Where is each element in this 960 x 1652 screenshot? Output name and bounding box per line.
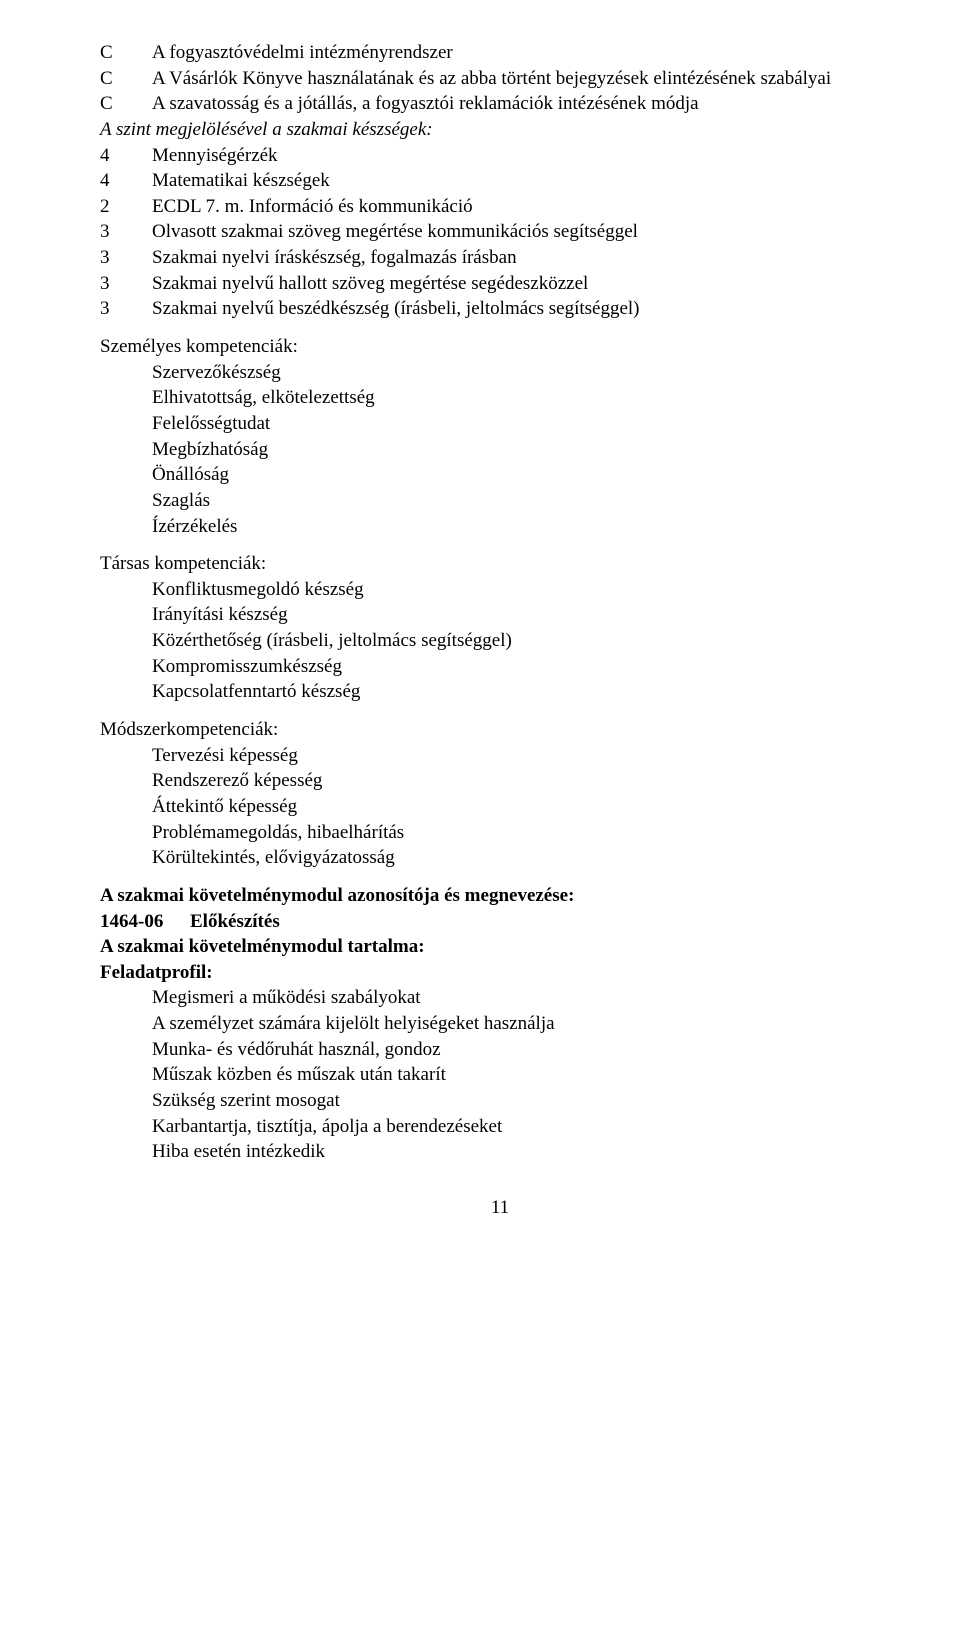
method-item: Tervezési képesség bbox=[100, 743, 900, 769]
skills-block: 4 Mennyiségérzék 4 Matematikai készségek… bbox=[100, 143, 900, 322]
personal-item: Önállóság bbox=[100, 462, 900, 488]
module-content-title: A szakmai követelménymodul tartalma: bbox=[100, 934, 900, 960]
feladat-item: Megismeri a működési szabályokat bbox=[100, 985, 900, 1011]
personal-item: Megbízhatóság bbox=[100, 437, 900, 463]
row-marker: 3 bbox=[100, 219, 152, 245]
row-marker: 2 bbox=[100, 194, 152, 220]
row-text: A fogyasztóvédelmi intézményrendszer bbox=[152, 40, 900, 66]
feladat-item: Műszak közben és műszak után takarít bbox=[100, 1062, 900, 1088]
skill-row: 3 Olvasott szakmai szöveg megértése komm… bbox=[100, 219, 900, 245]
personal-item: Elhivatottság, elkötelezettség bbox=[100, 385, 900, 411]
feladatprofil-title: Feladatprofil: bbox=[100, 960, 900, 986]
personal-item: Felelősségtudat bbox=[100, 411, 900, 437]
social-item: Konfliktusmegoldó készség bbox=[100, 577, 900, 603]
module-code: 1464-06 bbox=[100, 909, 190, 935]
top-row: C A Vásárlók Könyve használatának és az … bbox=[100, 66, 900, 92]
personal-item: Ízérzékelés bbox=[100, 514, 900, 540]
skill-row: 3 Szakmai nyelvű beszédkészség (írásbeli… bbox=[100, 296, 900, 322]
method-title: Módszerkompetenciák: bbox=[100, 717, 900, 743]
social-title: Társas kompetenciák: bbox=[100, 551, 900, 577]
feladat-item: Szükség szerint mosogat bbox=[100, 1088, 900, 1114]
page-number: 11 bbox=[100, 1195, 900, 1221]
module-id-title: A szakmai követelménymodul azonosítója é… bbox=[100, 883, 900, 909]
skills-intro: A szint megjelölésével a szakmai készség… bbox=[100, 117, 900, 143]
top-row: C A fogyasztóvédelmi intézményrendszer bbox=[100, 40, 900, 66]
row-text: Szakmai nyelvi íráskészség, fogalmazás í… bbox=[152, 245, 900, 271]
method-item: Áttekintő képesség bbox=[100, 794, 900, 820]
row-text: Olvasott szakmai szöveg megértése kommun… bbox=[152, 219, 900, 245]
method-item: Körültekintés, elővigyázatosság bbox=[100, 845, 900, 871]
feladat-item: Munka- és védőruhát használ, gondoz bbox=[100, 1037, 900, 1063]
row-marker: C bbox=[100, 40, 152, 66]
row-text: ECDL 7. m. Információ és kommunikáció bbox=[152, 194, 900, 220]
personal-item: Szervezőkészség bbox=[100, 360, 900, 386]
feladat-item: Hiba esetén intézkedik bbox=[100, 1139, 900, 1165]
personal-item: Szaglás bbox=[100, 488, 900, 514]
row-text: Matematikai készségek bbox=[152, 168, 900, 194]
top-row: C A szavatosság és a jótállás, a fogyasz… bbox=[100, 91, 900, 117]
social-item: Irányítási készség bbox=[100, 602, 900, 628]
row-marker: C bbox=[100, 91, 152, 117]
skill-row: 4 Matematikai készségek bbox=[100, 168, 900, 194]
skill-row: 3 Szakmai nyelvi íráskészség, fogalmazás… bbox=[100, 245, 900, 271]
row-text: A szavatosság és a jótállás, a fogyasztó… bbox=[152, 91, 900, 117]
social-item: Kompromisszumkészség bbox=[100, 654, 900, 680]
row-marker: 4 bbox=[100, 143, 152, 169]
feladat-item: Karbantartja, tisztítja, ápolja a berend… bbox=[100, 1114, 900, 1140]
top-block: C A fogyasztóvédelmi intézményrendszer C… bbox=[100, 40, 900, 117]
module-code-row: 1464-06 Előkészítés bbox=[100, 909, 900, 935]
personal-title: Személyes kompetenciák: bbox=[100, 334, 900, 360]
skill-row: 3 Szakmai nyelvű hallott szöveg megértés… bbox=[100, 271, 900, 297]
row-text: Szakmai nyelvű beszédkészség (írásbeli, … bbox=[152, 296, 900, 322]
row-marker: 3 bbox=[100, 296, 152, 322]
row-marker: C bbox=[100, 66, 152, 92]
method-item: Rendszerező képesség bbox=[100, 768, 900, 794]
social-item: Kapcsolatfenntartó készség bbox=[100, 679, 900, 705]
method-item: Problémamegoldás, hibaelhárítás bbox=[100, 820, 900, 846]
skill-row: 4 Mennyiségérzék bbox=[100, 143, 900, 169]
row-text: A Vásárlók Könyve használatának és az ab… bbox=[152, 66, 900, 92]
row-text: Mennyiségérzék bbox=[152, 143, 900, 169]
row-marker: 4 bbox=[100, 168, 152, 194]
module-name: Előkészítés bbox=[190, 909, 280, 935]
document-page: C A fogyasztóvédelmi intézményrendszer C… bbox=[0, 0, 960, 1261]
row-marker: 3 bbox=[100, 271, 152, 297]
social-item: Közérthetőség (írásbeli, jeltolmács segí… bbox=[100, 628, 900, 654]
row-marker: 3 bbox=[100, 245, 152, 271]
feladat-item: A személyzet számára kijelölt helyiségek… bbox=[100, 1011, 900, 1037]
skill-row: 2 ECDL 7. m. Információ és kommunikáció bbox=[100, 194, 900, 220]
row-text: Szakmai nyelvű hallott szöveg megértése … bbox=[152, 271, 900, 297]
